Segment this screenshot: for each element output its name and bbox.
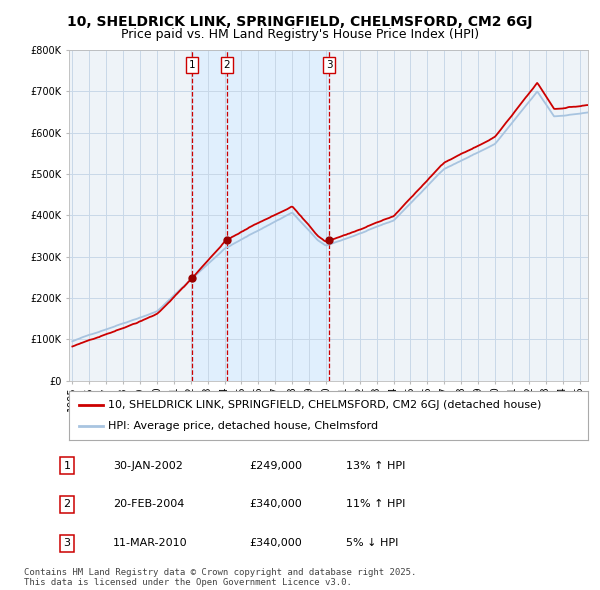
Text: 30-JAN-2002: 30-JAN-2002	[113, 461, 182, 470]
Text: 13% ↑ HPI: 13% ↑ HPI	[346, 461, 406, 470]
Text: 10, SHELDRICK LINK, SPRINGFIELD, CHELMSFORD, CM2 6GJ (detached house): 10, SHELDRICK LINK, SPRINGFIELD, CHELMSF…	[108, 399, 541, 409]
Text: 11-MAR-2010: 11-MAR-2010	[113, 539, 187, 548]
Text: 3: 3	[326, 60, 332, 70]
Text: 5% ↓ HPI: 5% ↓ HPI	[346, 539, 399, 548]
Text: £340,000: £340,000	[250, 539, 302, 548]
Text: 2: 2	[64, 500, 71, 509]
Text: Contains HM Land Registry data © Crown copyright and database right 2025.
This d: Contains HM Land Registry data © Crown c…	[24, 568, 416, 587]
Text: 20-FEB-2004: 20-FEB-2004	[113, 500, 184, 509]
Bar	[227, 50, 329, 381]
Text: 11% ↑ HPI: 11% ↑ HPI	[346, 500, 406, 509]
Text: HPI: Average price, detached house, Chelmsford: HPI: Average price, detached house, Chel…	[108, 421, 378, 431]
Text: 1: 1	[64, 461, 71, 470]
Text: 1: 1	[189, 60, 196, 70]
Text: 10, SHELDRICK LINK, SPRINGFIELD, CHELMSFORD, CM2 6GJ: 10, SHELDRICK LINK, SPRINGFIELD, CHELMSF…	[67, 15, 533, 29]
Text: £340,000: £340,000	[250, 500, 302, 509]
Text: 3: 3	[64, 539, 71, 548]
Text: £249,000: £249,000	[250, 461, 302, 470]
Text: Price paid vs. HM Land Registry's House Price Index (HPI): Price paid vs. HM Land Registry's House …	[121, 28, 479, 41]
Text: 2: 2	[223, 60, 230, 70]
Bar	[192, 50, 227, 381]
